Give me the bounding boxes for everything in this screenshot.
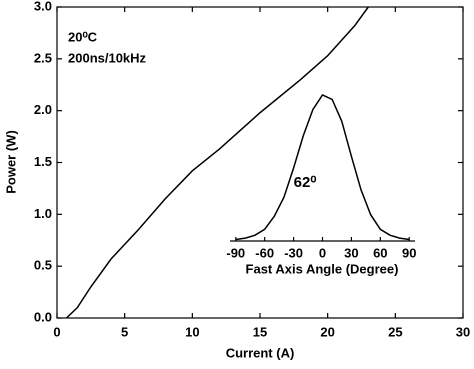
inset-x-label: Fast Axis Angle (Degree) <box>246 261 399 276</box>
x-tick-label: 20 <box>320 324 334 339</box>
x-tick-label: -90 <box>226 245 245 260</box>
x-tick-label: 25 <box>388 324 402 339</box>
x-tick-label: 15 <box>253 324 267 339</box>
y-tick-label: 0.5 <box>34 258 52 273</box>
annotation: 62⁰ <box>294 174 317 191</box>
y-tick-label: 0.0 <box>34 309 52 324</box>
y-tick-label: 3.0 <box>34 0 52 13</box>
y-tick-label: 1.5 <box>34 154 52 169</box>
line <box>65 6 369 319</box>
x-tick-label: 10 <box>185 324 199 339</box>
x-tick-label: 30 <box>344 245 358 260</box>
y-tick-label: 1.0 <box>34 206 52 221</box>
x-tick-label: -30 <box>284 245 303 260</box>
y-axis-label: Power (W) <box>3 130 18 194</box>
x-axis-label: Current (A) <box>226 345 295 360</box>
annotation: 20⁰C <box>68 29 98 44</box>
x-tick-label: 5 <box>121 324 128 339</box>
x-tick-label: 60 <box>373 245 387 260</box>
y-tick-label: 2.5 <box>34 50 52 65</box>
y-tick-label: 2.0 <box>34 102 52 117</box>
x-tick-label: 90 <box>402 245 416 260</box>
annotation: 200ns/10kHz <box>68 50 147 65</box>
x-tick-label: -60 <box>255 245 274 260</box>
x-tick-label: 30 <box>456 324 470 339</box>
line <box>235 94 410 241</box>
x-tick-label: 0 <box>319 245 326 260</box>
x-tick-label: 0 <box>53 324 60 339</box>
